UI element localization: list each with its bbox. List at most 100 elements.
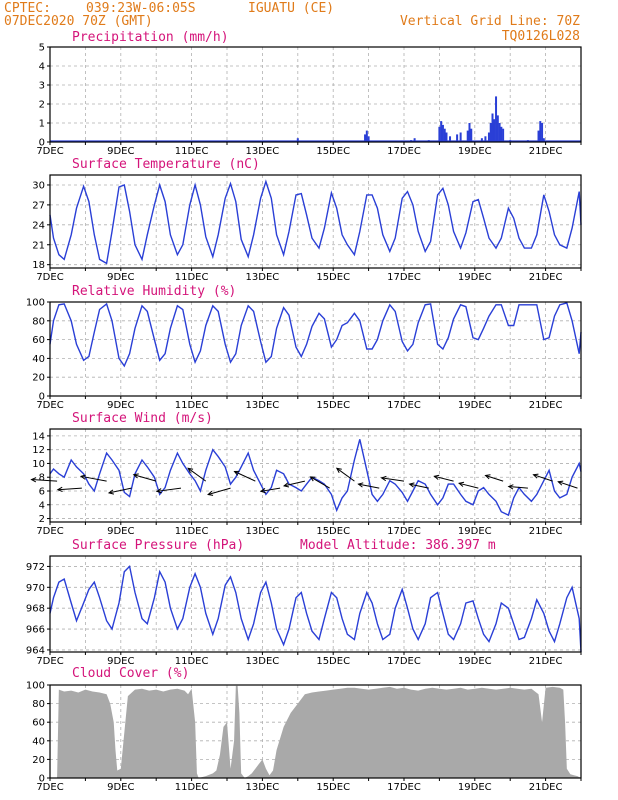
header: CPTEC: 039:23W-06:05S IGUATU (CE) 07DEC2…	[4, 1, 580, 44]
precip-bar-34	[502, 128, 505, 142]
wind-vector-shaft	[558, 481, 578, 489]
wind-series-line-0	[49, 439, 582, 517]
header-station: IGUATU (CE)	[248, 1, 334, 16]
cloud-xtick-3: 13DEC	[246, 782, 280, 793]
rh-xtick-3: 13DEC	[246, 400, 280, 411]
wind-vector-head	[408, 482, 415, 488]
pressure-xtick-7: 21DEC	[529, 656, 563, 667]
pressure-frame	[49, 555, 582, 653]
pressure-annotation: Model Altitude: 386.397 m	[300, 538, 496, 553]
rh-xtick-5: 17DEC	[387, 400, 421, 411]
cloud-xtick-6: 19DEC	[458, 782, 492, 793]
wind-vector-shaft	[310, 476, 330, 489]
wind-vector-14	[380, 475, 405, 482]
precip-bar-14	[440, 121, 443, 142]
precip-xtick-3: 13DEC	[246, 146, 280, 157]
wind-xtick-0: 7DEC	[36, 526, 63, 537]
temp-xtick-6: 19DEC	[458, 272, 492, 283]
rh-series-line-0	[49, 302, 582, 368]
panel-rh: Relative Humidity (%) 0 20 40 60 80 100 7DEC 9DE…	[26, 284, 582, 411]
wind-vector-20	[532, 473, 553, 482]
pressure-xtick-2: 11DEC	[175, 656, 209, 667]
wind-vector-head	[433, 474, 440, 480]
header-grid-label: Vertical Grid Line: 70Z	[400, 14, 580, 29]
precip-ytick-0: 0	[39, 138, 45, 149]
wind-vector-shaft	[133, 474, 157, 482]
temp-xtick-5: 17DEC	[387, 272, 421, 283]
wind-vector-head	[79, 474, 86, 480]
wind-vector-head	[259, 488, 266, 494]
wind-vector-2	[79, 474, 107, 482]
wind-xtick-6: 19DEC	[458, 526, 492, 537]
wind-vector-shaft	[459, 482, 479, 489]
wind-title: Surface Wind (m/s)	[72, 411, 213, 426]
precip-bar-9	[367, 136, 370, 142]
pressure-xtick-0: 7DEC	[36, 656, 63, 667]
cloud-ytick-2: 40	[32, 736, 45, 747]
wind-vector-head	[107, 489, 114, 495]
cloud-xtick-4: 15DEC	[316, 782, 350, 793]
temp-ytick-0: 18	[32, 260, 45, 271]
wind-vector-head	[335, 467, 342, 473]
precip-ytick-1: 1	[39, 119, 45, 130]
wind-vector-shaft	[434, 475, 454, 482]
wind-vector-5	[155, 487, 182, 494]
pressure-xtick-4: 15DEC	[316, 656, 350, 667]
wind-vector-shaft	[31, 479, 58, 482]
wind-vector-7	[207, 487, 231, 496]
wind-vector-17	[458, 481, 479, 489]
wind-vector-head	[309, 476, 316, 482]
precip-bar-37	[537, 130, 540, 142]
precip-xtick-7: 21DEC	[529, 146, 563, 157]
rh-xtick-0: 7DEC	[36, 400, 63, 411]
wind-xtick-1: 9DEC	[107, 526, 134, 537]
wind-xtick-2: 11DEC	[175, 526, 209, 537]
precip-bar-40	[542, 138, 545, 142]
wind-ytick-3: 8	[39, 473, 45, 484]
temp-xtick-2: 11DEC	[175, 272, 209, 283]
precip-xtick-6: 19DEC	[458, 146, 492, 157]
wind-vector-12	[335, 467, 355, 482]
temp-ytick-4: 30	[32, 180, 45, 191]
panel-wind: Surface Wind (m/s) 2 4 6 8 10 12 14 7DEC 9DEC 11DE…	[30, 411, 582, 537]
precip-frame	[49, 46, 582, 143]
wind-vector-shaft	[336, 467, 355, 482]
panel-pressure: Surface Pressure (hPa) Model Altitude: 38…	[26, 538, 582, 667]
wind-xtick-3: 13DEC	[246, 526, 280, 537]
rh-xtick-4: 15DEC	[316, 400, 350, 411]
wind-vector-19	[507, 484, 528, 490]
precip-xtick-4: 15DEC	[316, 146, 350, 157]
wind-vector-11	[309, 476, 330, 489]
cloud-ytick-0: 0	[39, 774, 45, 785]
precip-bar-39	[541, 123, 544, 142]
precip-bar-25	[484, 136, 487, 142]
wind-vector-head	[380, 475, 387, 482]
wind-vector-3	[107, 487, 132, 495]
pressure-xtick-3: 13DEC	[246, 656, 280, 667]
header-coords: 039:23W-06:05S	[86, 1, 196, 16]
pressure-ytick-1: 966	[26, 625, 45, 636]
wind-vector-shaft	[381, 477, 405, 482]
precip-bar-32	[498, 123, 501, 142]
wind-vector-21	[557, 480, 578, 489]
precip-ytick-4: 4	[39, 62, 45, 73]
pressure-series-line-0	[49, 564, 582, 653]
header-date: 07DEC2020 70Z (GMT)	[4, 14, 153, 29]
temp-xtick-1: 9DEC	[107, 272, 134, 283]
temp-ytick-2: 24	[32, 220, 45, 231]
wind-vector-shaft	[57, 487, 82, 491]
cloud-ytick-5: 100	[26, 681, 45, 692]
precip-bar-26	[487, 132, 490, 142]
cloud-ytick-1: 20	[32, 755, 45, 766]
wind-vector-shaft	[156, 487, 182, 492]
precip-bar-7	[364, 134, 367, 142]
wind-vector-head	[207, 490, 214, 496]
precip-xtick-2: 11DEC	[175, 146, 209, 157]
cloud-ytick-3: 60	[32, 718, 45, 729]
precip-bar-28	[491, 113, 494, 142]
wind-xtick-5: 17DEC	[387, 526, 421, 537]
wind-vector-shaft	[358, 483, 380, 489]
wind-ytick-2: 6	[39, 487, 45, 498]
wind-vector-head	[532, 473, 539, 479]
wind-ytick-1: 4	[39, 500, 45, 511]
